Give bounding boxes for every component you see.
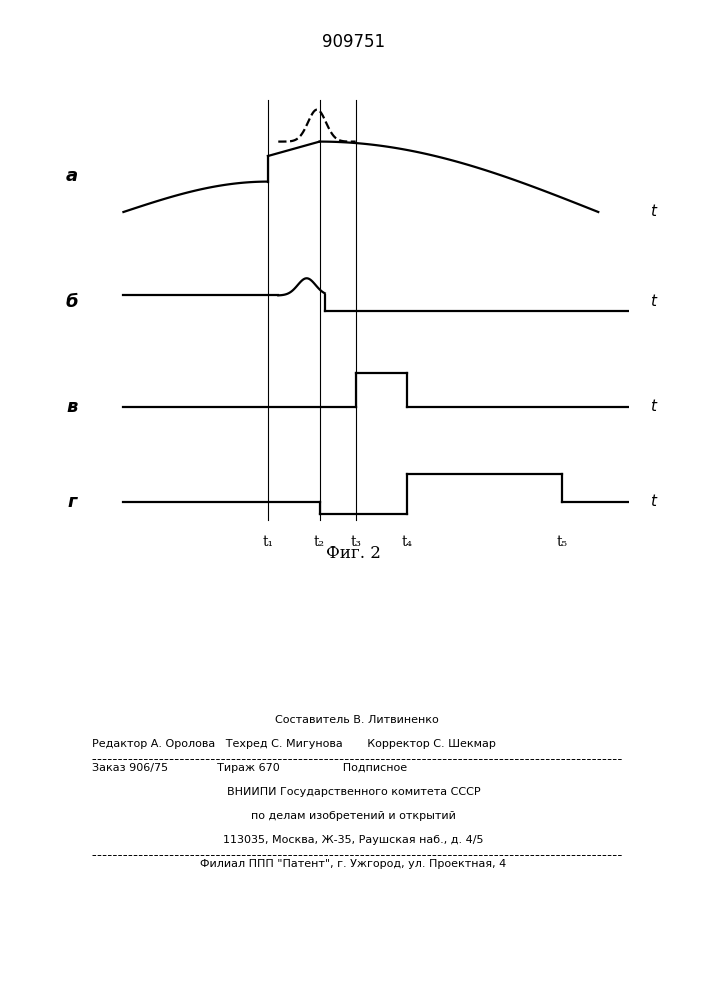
Text: Заказ 906/75              Тираж 670                  Подписное: Заказ 906/75 Тираж 670 Подписное — [92, 763, 407, 773]
Text: t₁: t₁ — [262, 535, 274, 549]
Text: t₅: t₅ — [556, 535, 568, 549]
Text: a: a — [66, 167, 78, 185]
Text: Филиал ППП "Патент", г. Ужгород, ул. Проектная, 4: Филиал ППП "Патент", г. Ужгород, ул. Про… — [200, 859, 507, 869]
Text: 113035, Москва, Ж-35, Раушская наб., д. 4/5: 113035, Москва, Ж-35, Раушская наб., д. … — [223, 835, 484, 845]
Text: t₂: t₂ — [314, 535, 325, 549]
Text: Фиг. 2: Фиг. 2 — [326, 545, 381, 562]
Text: t: t — [650, 294, 656, 309]
Text: Редактор А. Оролова   Техред С. Мигунова       Корректор С. Шекмар: Редактор А. Оролова Техред С. Мигунова К… — [92, 739, 496, 749]
Text: t: t — [650, 494, 656, 509]
Text: по делам изобретений и открытий: по делам изобретений и открытий — [251, 811, 456, 821]
Text: б: б — [66, 293, 78, 311]
Text: t: t — [650, 205, 656, 220]
Text: t: t — [650, 399, 656, 414]
Text: ВНИИПИ Государственного комитета СССР: ВНИИПИ Государственного комитета СССР — [227, 787, 480, 797]
Text: Составитель В. Литвиненко: Составитель В. Литвиненко — [268, 715, 439, 725]
Text: t₄: t₄ — [402, 535, 413, 549]
Text: в: в — [66, 397, 78, 416]
Text: t₃: t₃ — [350, 535, 361, 549]
Text: г: г — [67, 493, 76, 511]
Text: 909751: 909751 — [322, 33, 385, 51]
